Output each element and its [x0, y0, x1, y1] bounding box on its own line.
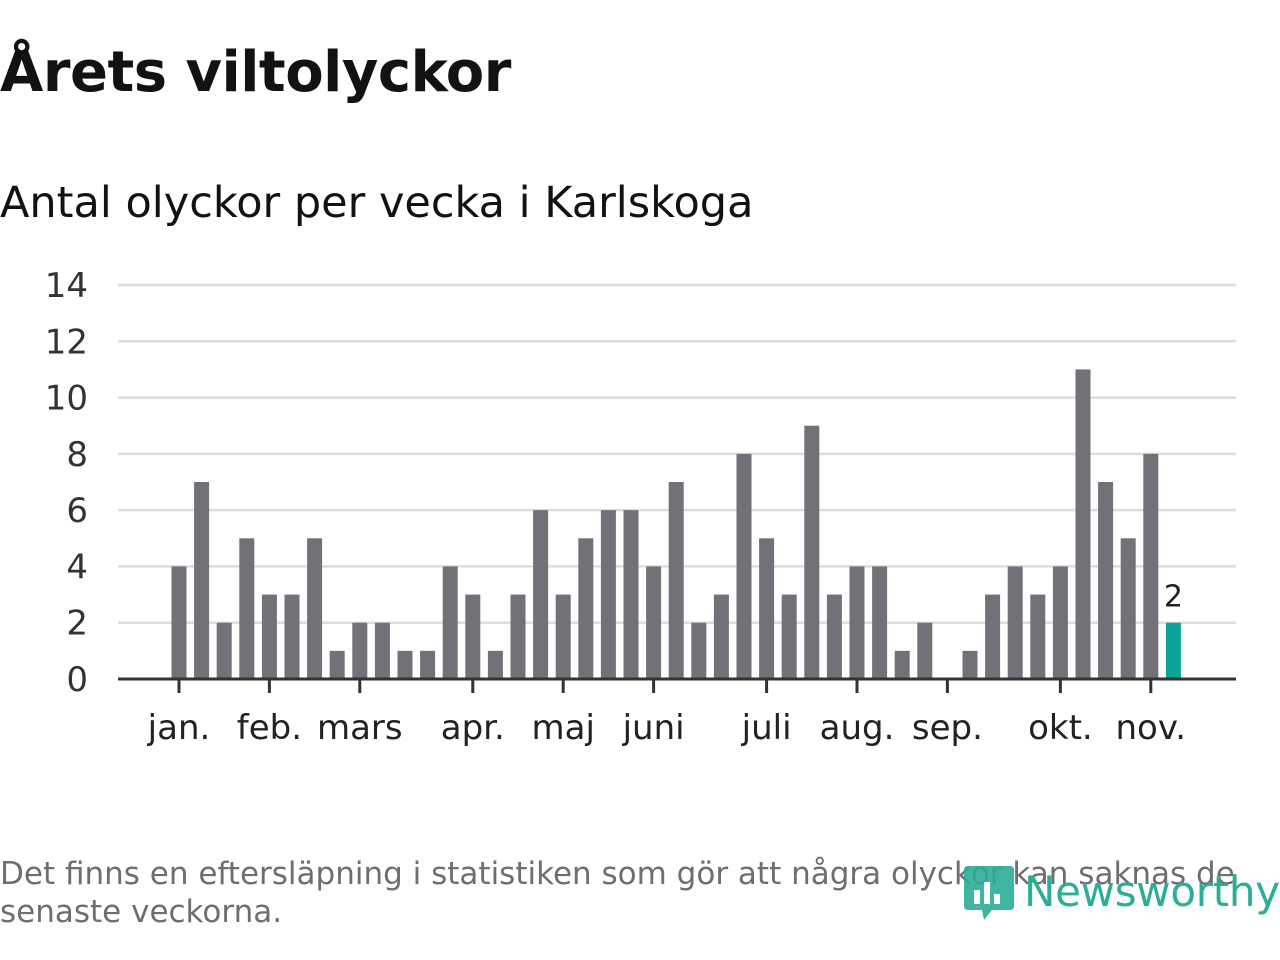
newsworthy-logo: Newsworthy: [962, 858, 1280, 924]
bar: [374, 622, 390, 679]
bar: [691, 622, 707, 679]
bar: [352, 622, 368, 679]
bar: [1030, 594, 1046, 679]
bars: [171, 369, 1181, 679]
y-axis-ticks: 0 2 4 6 8 10 12 14: [45, 266, 88, 700]
bar: [917, 622, 933, 679]
y-tick-label: 8: [66, 435, 88, 475]
bar: [849, 566, 865, 679]
newsworthy-logo-icon: [964, 866, 1014, 920]
y-tick-label: 10: [45, 379, 88, 419]
chart-title: Årets viltolyckor: [0, 40, 511, 105]
bar: [985, 594, 1001, 679]
bar: [623, 510, 639, 679]
logo-text: Newsworthy: [1024, 866, 1280, 916]
bar: [578, 538, 594, 679]
bar: [397, 650, 413, 679]
bar: [442, 566, 458, 679]
bar: [713, 594, 729, 679]
bar: [239, 538, 255, 679]
x-axis: jan. feb. mars apr. maj juni juli aug. sep. okt. n…: [118, 677, 1236, 748]
x-tick-label: juli: [741, 708, 792, 748]
bar: [261, 594, 277, 679]
x-tick-label: aug.: [820, 708, 895, 748]
bar: [1052, 566, 1068, 679]
bar: [510, 594, 526, 679]
bar: [1120, 538, 1136, 679]
bar: [736, 453, 752, 679]
bar: [487, 650, 503, 679]
bar: [826, 594, 842, 679]
data-labels: 2: [1164, 580, 1183, 615]
x-tick-label: jan.: [147, 708, 211, 748]
y-tick-label: 6: [66, 491, 88, 531]
chart-subtitle: Antal olyckor per vecka i Karlskoga: [0, 178, 754, 228]
bar: [962, 650, 978, 679]
x-tick-label: sep.: [912, 708, 983, 748]
bar: [555, 594, 571, 679]
bar: [804, 425, 820, 679]
x-tick-label: mars: [317, 708, 403, 748]
bar: [307, 538, 323, 679]
highlight-data-label: 2: [1164, 580, 1183, 615]
bar: [420, 650, 436, 679]
bar: [533, 510, 549, 679]
bar: [600, 510, 616, 679]
bar: [668, 482, 684, 679]
bar: [1143, 453, 1159, 679]
y-tick-label: 0: [66, 660, 88, 700]
bar: [329, 650, 345, 679]
x-tick-label: apr.: [441, 708, 505, 748]
y-tick-label: 12: [45, 322, 88, 362]
x-tick-label: nov.: [1115, 708, 1186, 748]
bar: [1098, 482, 1114, 679]
bar: [194, 482, 210, 679]
bar: [1007, 566, 1023, 679]
bar: [216, 622, 232, 679]
y-tick-label: 4: [66, 547, 88, 587]
bar: [465, 594, 481, 679]
y-tick-label: 14: [45, 266, 88, 306]
bar: [284, 594, 300, 679]
bar-chart: 0 2 4 6 8 10 12 14 jan. feb. mars apr. maj juni juli a…: [45, 266, 1236, 748]
y-tick-label: 2: [66, 604, 88, 644]
bar: [894, 650, 910, 679]
x-tick-label: juni: [622, 708, 685, 748]
x-tick-label: feb.: [237, 708, 302, 748]
bar-highlight: [1165, 622, 1181, 679]
bar: [872, 566, 888, 679]
x-tick-label: okt.: [1028, 708, 1093, 748]
bar: [781, 594, 797, 679]
x-tick-label: maj: [531, 708, 594, 748]
bar: [646, 566, 662, 679]
bar: [1075, 369, 1091, 679]
footnote: Det finns en eftersläpning i statistiken…: [0, 856, 1235, 930]
bar: [759, 538, 775, 679]
bar: [171, 566, 187, 679]
